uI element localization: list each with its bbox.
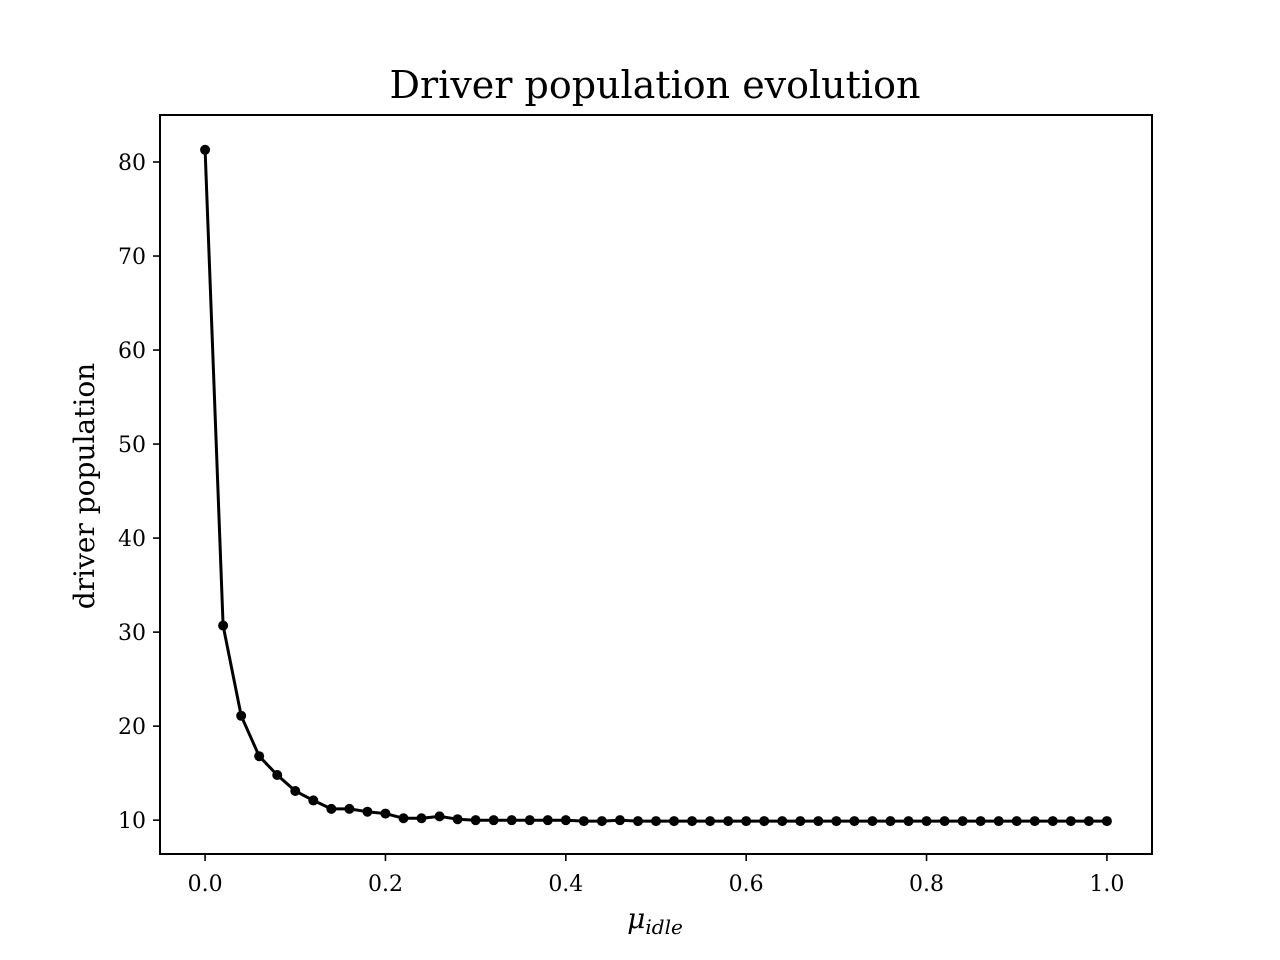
- data-point: [777, 816, 788, 827]
- x-tick-label: 0.0: [188, 872, 223, 897]
- y-tick-label: 40: [118, 527, 146, 552]
- data-point: [398, 813, 409, 824]
- data-point: [939, 816, 950, 827]
- data-point: [434, 811, 445, 822]
- data-point: [669, 816, 680, 827]
- x-axis-label-subscript: idle: [645, 915, 682, 939]
- data-point: [903, 816, 914, 827]
- data-point: [578, 816, 589, 827]
- data-point: [651, 816, 661, 827]
- data-point: [380, 808, 391, 819]
- data-point: [542, 815, 553, 826]
- x-tick-label: 1.0: [1089, 872, 1124, 897]
- data-point: [416, 813, 427, 824]
- chart-title: Driver population evolution: [390, 63, 921, 107]
- x-tick-label: 0.8: [909, 872, 944, 897]
- data-point: [1065, 816, 1076, 827]
- y-tick-label: 50: [118, 433, 146, 458]
- series-layer: [200, 144, 1112, 827]
- data-point: [1101, 816, 1112, 827]
- x-tick-label: 0.4: [548, 872, 583, 897]
- data-point: [344, 803, 355, 814]
- data-point: [614, 815, 625, 826]
- data-point: [849, 816, 860, 827]
- y-tick-label: 60: [118, 339, 146, 364]
- x-axis-label-symbol: μ: [627, 902, 645, 935]
- data-point: [705, 816, 716, 827]
- data-point: [362, 806, 373, 817]
- data-point: [1011, 816, 1022, 827]
- y-tick-label: 20: [118, 715, 146, 740]
- data-point: [470, 815, 481, 826]
- data-point: [921, 816, 932, 827]
- data-point: [993, 816, 1004, 827]
- data-point: [200, 144, 211, 155]
- data-point: [560, 815, 571, 826]
- series-line: [203, 149, 1107, 823]
- data-point: [506, 815, 517, 826]
- data-point: [795, 816, 806, 827]
- data-point: [596, 816, 607, 827]
- data-point: [254, 751, 265, 762]
- y-tick-label: 10: [118, 809, 146, 834]
- data-point: [326, 803, 337, 814]
- y-axis-label: driver population: [68, 363, 101, 609]
- data-point: [957, 816, 968, 827]
- data-point: [741, 816, 752, 827]
- y-tick-label: 80: [118, 151, 146, 176]
- data-point: [1047, 816, 1058, 827]
- data-point: [687, 816, 698, 827]
- data-point: [723, 816, 734, 827]
- data-point: [759, 816, 770, 827]
- data-point: [632, 816, 643, 827]
- x-axis-label: μidle: [627, 902, 683, 939]
- x-tick-label: 0.6: [729, 872, 764, 897]
- data-point: [831, 816, 842, 827]
- y-axis-ticks: 10 20 30 40 50 60 70 80: [118, 151, 160, 834]
- data-point: [1029, 816, 1040, 827]
- data-point: [975, 816, 986, 827]
- x-tick-label: 0.2: [368, 872, 403, 897]
- data-point: [308, 795, 319, 806]
- plot-area-frame: [159, 114, 1153, 855]
- data-point: [867, 816, 878, 827]
- data-point: [452, 814, 463, 825]
- data-point: [218, 620, 229, 631]
- data-point: [236, 710, 247, 721]
- data-point: [488, 815, 499, 826]
- data-point: [290, 786, 301, 797]
- data-point: [524, 815, 535, 826]
- data-point: [885, 816, 896, 827]
- data-point: [813, 816, 824, 827]
- data-point: [1083, 816, 1094, 827]
- y-tick-label: 70: [118, 245, 146, 270]
- y-tick-label: 30: [118, 621, 146, 646]
- data-point: [272, 770, 283, 781]
- x-axis-ticks: 0.0 0.2 0.4 0.6 0.8 1.0: [188, 854, 1124, 897]
